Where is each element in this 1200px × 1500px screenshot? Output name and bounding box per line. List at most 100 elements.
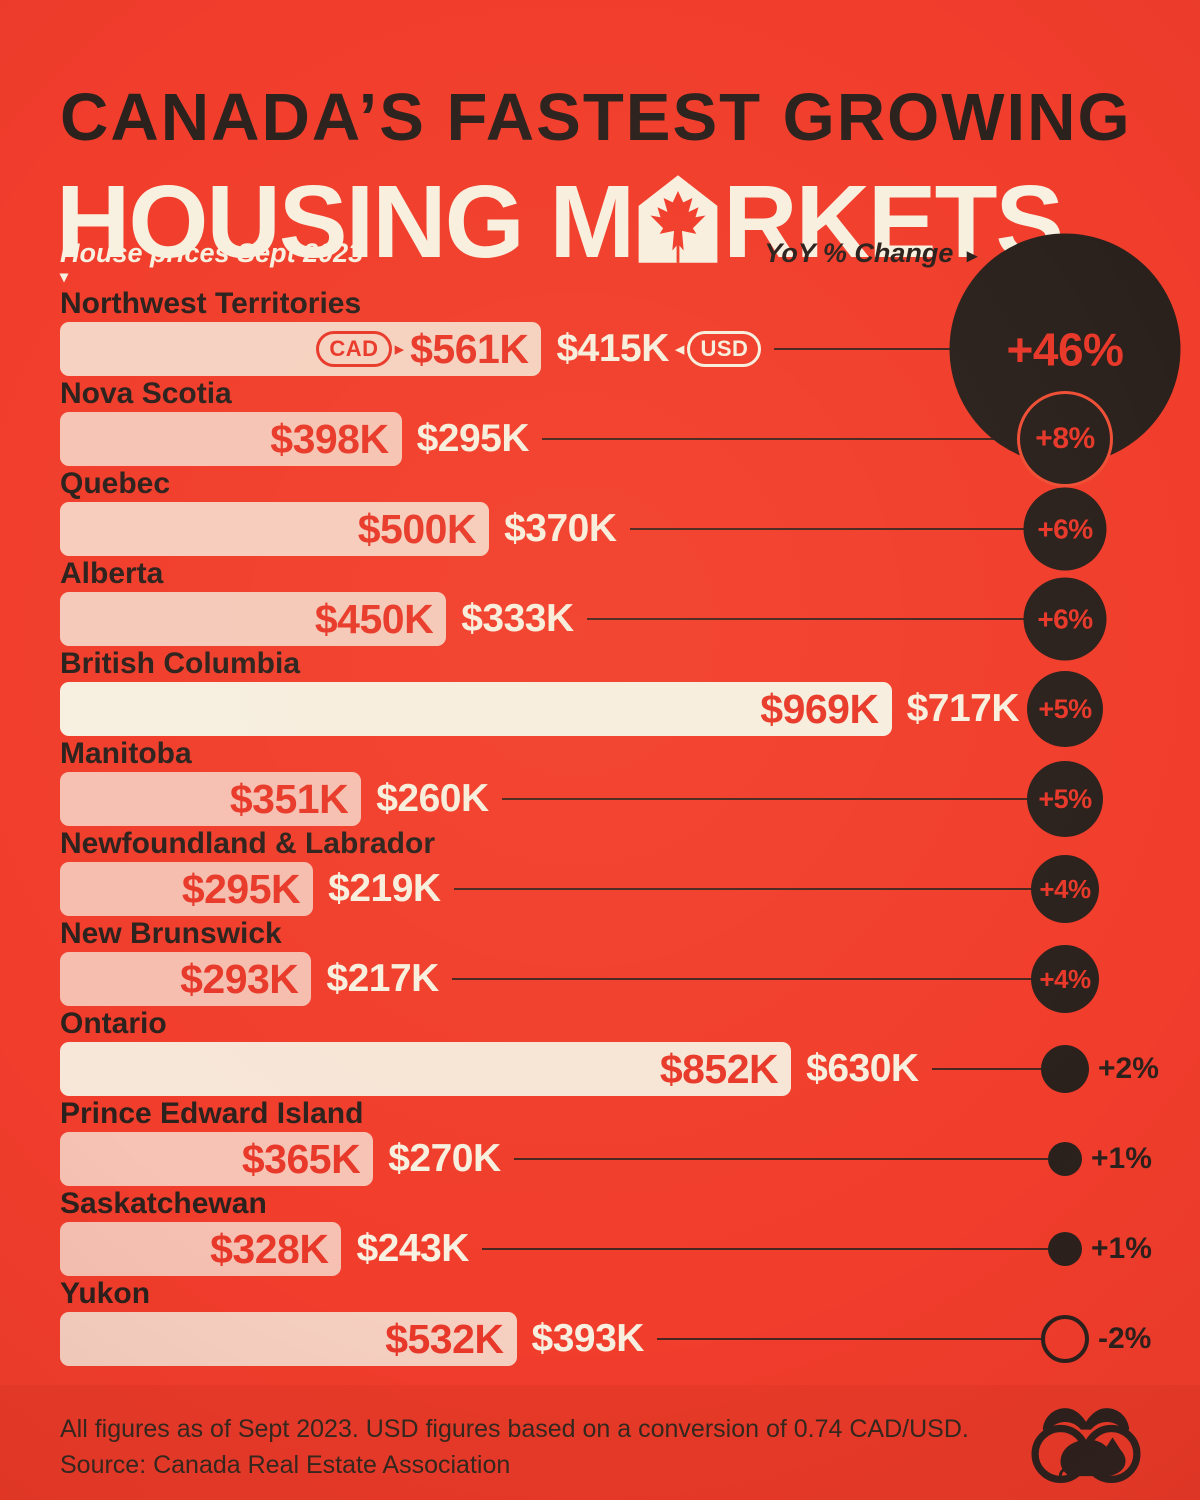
right-subtitle-text: YoY % Change [764, 238, 954, 268]
usd-price: $243K [356, 1227, 469, 1270]
province-label: Manitoba [60, 737, 192, 770]
province-label: British Columbia [60, 647, 301, 680]
cad-price-bar: $398K [60, 412, 402, 466]
market-row: New Brunswick $293K $217K [60, 917, 1140, 1010]
usd-price-group: $393K [531, 1317, 645, 1361]
usd-price: $717K [906, 687, 1020, 730]
connector-line [1032, 708, 1065, 710]
usd-price-group: $630K [806, 1047, 919, 1091]
market-row: Prince Edward Island $365K $270K [60, 1097, 1140, 1190]
usd-price: $415K [556, 327, 669, 370]
cad-price-bar: $852K [60, 1042, 792, 1096]
usd-price: $270K [388, 1137, 501, 1180]
bar-row: $532K $393K [60, 1312, 1140, 1366]
cad-price: $969K [760, 685, 879, 732]
bar-row: $969K $717K [60, 682, 1140, 736]
market-rows: Northwest Territories CAD ▸ $561K $415K ◂ USD N… [60, 287, 1140, 1370]
province-label: Northwest Territories [60, 287, 362, 320]
title-line-2-pre: HOUSING M [56, 164, 635, 279]
province-label: Quebec [60, 467, 171, 500]
connector-line [774, 348, 1065, 350]
bar-row: $293K $217K [60, 952, 1140, 1006]
maple-leaf-house-icon [638, 175, 718, 263]
cad-price-bar: $293K [60, 952, 312, 1006]
triangle-down-icon: ▾ [60, 269, 69, 286]
province-label: Saskatchewan [60, 1187, 267, 1220]
usd-badge: USD [687, 331, 762, 367]
cad-price-bar: $295K [60, 862, 314, 916]
usd-price-group: $717K [906, 687, 1020, 731]
connector-line [453, 888, 1065, 890]
binoculars-piggybank-logo [1031, 1408, 1141, 1483]
usd-price: $217K [326, 957, 439, 1000]
usd-price: $393K [531, 1317, 645, 1360]
cad-price-bar: $328K [60, 1222, 342, 1276]
province-label: Nova Scotia [60, 377, 232, 410]
bar-row: $450K $333K [60, 592, 1140, 646]
title-line-1: CANADA’S FASTEST GROWING [60, 79, 1132, 155]
connector-line [501, 798, 1065, 800]
province-label: Ontario [60, 1007, 167, 1040]
market-row: Yukon $532K $393K [60, 1277, 1140, 1370]
cad-price: $500K [357, 505, 477, 552]
left-subtitle-text: House prices Sept 2023 [60, 238, 364, 268]
cad-price-bar: CAD ▸ $561K [60, 322, 542, 376]
cad-price: $351K [229, 775, 349, 822]
market-row: Saskatchewan $328K $243K [60, 1187, 1140, 1280]
province-label: Newfoundland & Labrador [60, 827, 435, 860]
cad-price: $450K [314, 595, 434, 642]
usd-price: $333K [461, 597, 574, 640]
cad-price: $398K [270, 415, 389, 462]
arrow-right-icon: ▸ [394, 338, 405, 360]
usd-price-group: $270K [388, 1137, 501, 1181]
connector-line [542, 438, 1065, 440]
province-label: New Brunswick [60, 917, 282, 950]
cad-price-bar: $500K [60, 502, 490, 556]
bar-row: CAD ▸ $561K $415K ◂ USD [60, 322, 1140, 376]
footer-note: All figures as of Sept 2023. USD figures… [60, 1412, 969, 1483]
market-row: Quebec $500K $370K [60, 467, 1140, 560]
province-label: Alberta [60, 557, 164, 590]
connector-line [451, 978, 1065, 980]
arrow-left-icon: ◂ [674, 338, 685, 360]
province-label: Prince Edward Island [60, 1097, 364, 1130]
cad-price: $328K [210, 1225, 329, 1272]
bar-row: $365K $270K [60, 1132, 1140, 1186]
cad-price-bar: $532K [60, 1312, 517, 1366]
cad-badge: CAD [316, 331, 392, 367]
connector-line [629, 528, 1065, 530]
bar-row: $328K $243K [60, 1222, 1140, 1276]
market-row: Nova Scotia $398K $295K [60, 377, 1140, 470]
cad-price-bar: $351K [60, 772, 362, 826]
bar-row: $500K $370K [60, 502, 1140, 556]
market-row: Northwest Territories CAD ▸ $561K $415K ◂ USD [60, 287, 1140, 380]
bar-row: $398K $295K [60, 412, 1140, 466]
cad-price: $365K [241, 1135, 361, 1182]
market-row: Ontario $852K $630K [60, 1007, 1140, 1100]
market-row: Alberta $450K $333K [60, 557, 1140, 650]
usd-price-group: $415K ◂ USD [556, 327, 762, 371]
connector-line [586, 618, 1065, 620]
market-row: Manitoba $351K $260K [60, 737, 1140, 830]
bar-row: $351K $260K [60, 772, 1140, 826]
usd-price-group: $243K [356, 1227, 469, 1271]
usd-price-group: $295K [417, 417, 530, 461]
usd-price: $219K [328, 867, 441, 910]
usd-price: $630K [806, 1047, 919, 1090]
subtitle-row: House prices Sept 2023 ▾ YoY % Change ▸ [60, 238, 1140, 286]
usd-price-group: $219K [328, 867, 441, 911]
footer-band [0, 1385, 1200, 1500]
cad-price: $295K [181, 865, 301, 912]
market-row: British Columbia $969K $717K [60, 647, 1140, 740]
bar-row: $295K $219K [60, 862, 1140, 916]
usd-price-group: $217K [326, 957, 439, 1001]
right-axis-subtitle: YoY % Change ▸ [764, 238, 1140, 269]
market-row: Newfoundland & Labrador $295K $219K [60, 827, 1140, 920]
cad-price: $532K [385, 1315, 504, 1362]
left-axis-subtitle: House prices Sept 2023 ▾ [60, 238, 364, 286]
cad-price: $293K [180, 955, 299, 1002]
connector-line [656, 1338, 1065, 1340]
province-label: Yukon [60, 1277, 151, 1310]
footer-note-line1: All figures as of Sept 2023. USD figures… [60, 1415, 969, 1443]
connector-line [481, 1248, 1065, 1250]
